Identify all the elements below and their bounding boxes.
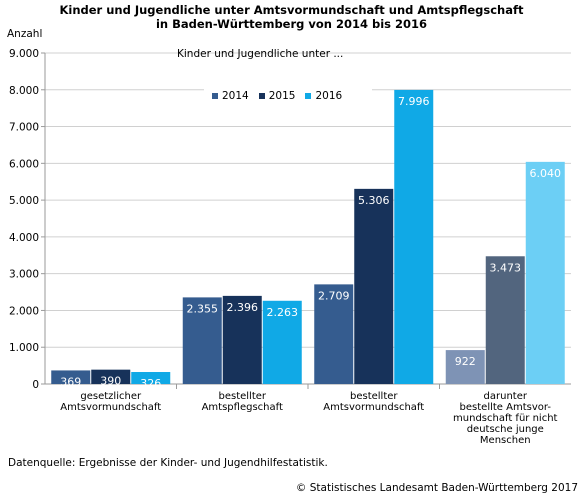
data-label: 2.355 <box>187 302 219 315</box>
y-tick-label: 6.000 <box>9 158 39 170</box>
y-tick-label: 0 <box>32 379 39 391</box>
y-tick-label: 4.000 <box>9 232 39 244</box>
bar-2016 <box>394 89 434 384</box>
bar-2016 <box>525 161 565 384</box>
bar-2014 <box>51 370 91 384</box>
legend-swatch-2014 <box>212 93 218 99</box>
x-category-label: darunter <box>484 391 528 402</box>
footnote: Datenquelle: Ergebnisse der Kinder- und … <box>8 457 328 469</box>
data-label: 369 <box>60 375 81 388</box>
bar-2016 <box>262 300 302 384</box>
y-tick-label: 9.000 <box>9 48 39 60</box>
data-label: 922 <box>455 355 476 368</box>
data-label: 2.263 <box>267 306 299 319</box>
legend: 2014 2015 2016 <box>204 85 372 107</box>
legend-item-2014: 2014 <box>212 90 249 102</box>
legend-swatch-2016 <box>305 93 312 99</box>
copyright: © Statistisches Landesamt Baden-Württemb… <box>295 482 578 494</box>
y-tick-label: 2.000 <box>9 305 39 317</box>
data-label: 2.396 <box>227 301 259 314</box>
legend-label-2014: 2014 <box>222 90 249 102</box>
legend-item-2015: 2015 <box>258 90 296 102</box>
x-category-label: Amtsvormundschaft <box>60 402 161 413</box>
x-category-label: bestellter <box>350 391 398 402</box>
bar-2015 <box>485 256 525 384</box>
x-category-label: bestellter <box>218 391 266 402</box>
bar-2015 <box>91 369 131 384</box>
x-category-label: mundschaft für nicht <box>453 413 557 424</box>
x-category-label: Amtspflegschaft <box>202 402 283 413</box>
data-label: 6.040 <box>530 167 562 180</box>
bar-2014 <box>314 284 354 384</box>
x-category-label: bestellte Amtsvor- <box>460 402 552 413</box>
bar-2014 <box>182 297 222 384</box>
chart-title: Kinder und Jugendliche unter Amtsvormund… <box>0 3 583 31</box>
bar-2016 <box>131 372 171 384</box>
data-label: 2.709 <box>318 289 350 302</box>
legend-swatch-2015 <box>258 93 265 99</box>
legend-label-2016: 2016 <box>315 90 343 102</box>
x-category-label: Amtsvormundschaft <box>323 402 424 413</box>
y-tick-label: 7.000 <box>9 122 39 134</box>
bar-2015 <box>222 295 262 384</box>
x-category-label: deutsche junge <box>467 424 544 435</box>
y-tick-label: 8.000 <box>9 85 39 97</box>
legend-label-2015: 2015 <box>268 90 296 102</box>
data-label: 390 <box>100 375 121 388</box>
bar-2015 <box>354 188 394 384</box>
y-tick-label: 5.000 <box>9 195 39 207</box>
data-label: 7.996 <box>398 95 430 108</box>
y-tick-label: 1.000 <box>9 342 39 354</box>
x-category-label: gesetzlicher <box>80 391 142 402</box>
legend-item-2016: 2016 <box>305 90 342 102</box>
data-label: 5.306 <box>358 194 390 207</box>
y-axis-label: Anzahl <box>7 28 43 40</box>
bar-2014 <box>445 350 485 384</box>
chart-subtitle: Kinder und Jugendliche unter ... <box>177 48 344 60</box>
y-tick-label: 3.000 <box>9 269 39 281</box>
chart-title-line2: in Baden-Württemberg von 2014 bis 2016 <box>155 17 428 31</box>
data-label: 3.473 <box>490 261 522 274</box>
x-category-label: Menschen <box>480 435 531 446</box>
chart-title-line1: Kinder und Jugendliche unter Amtsvormund… <box>59 3 524 17</box>
data-label: 326 <box>140 377 161 390</box>
